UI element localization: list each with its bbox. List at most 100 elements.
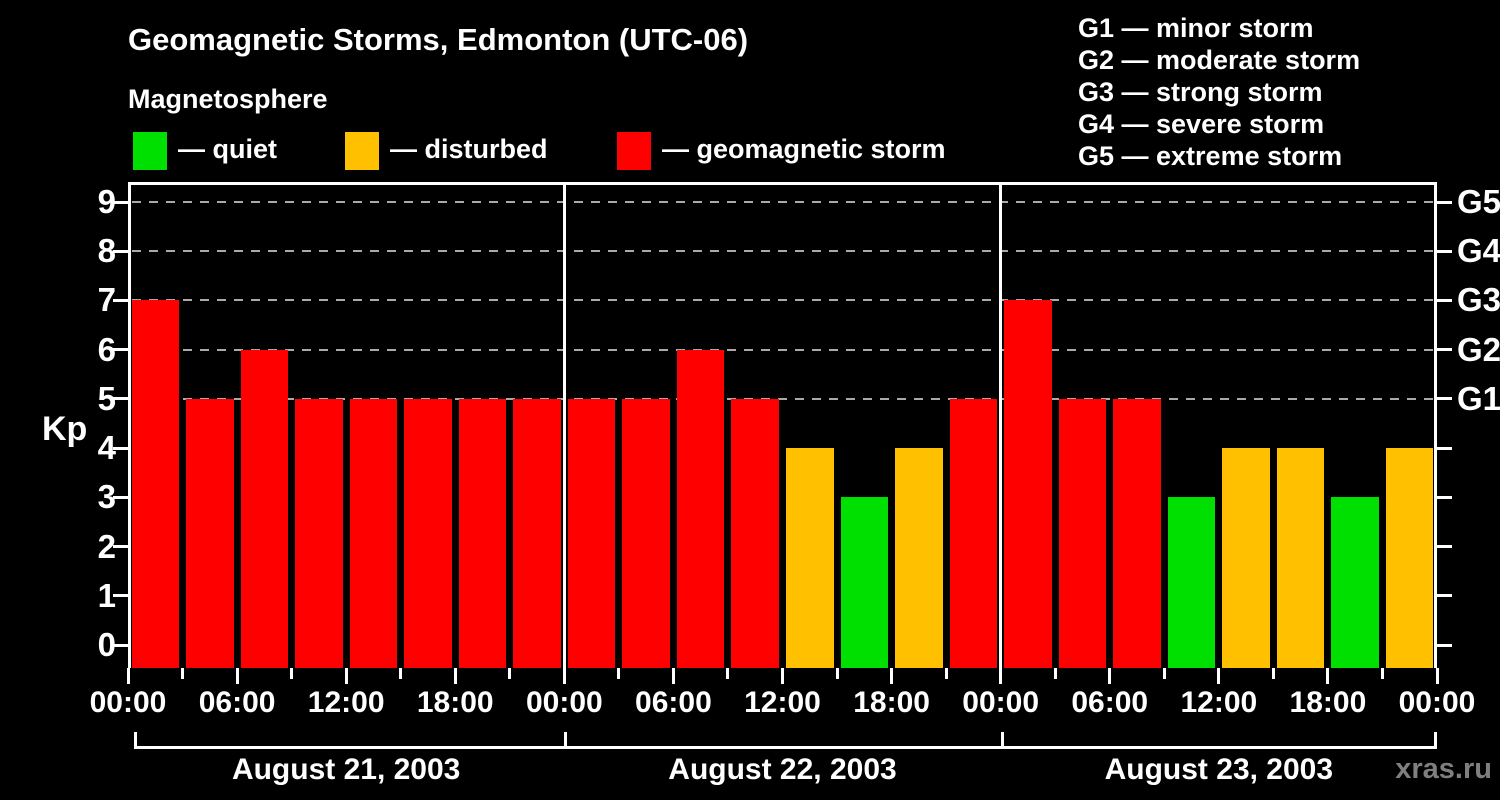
right-axis-tick (1437, 298, 1452, 302)
g-scale-axis-label: G4 (1457, 232, 1500, 270)
g-scale-axis-label: G1 (1457, 379, 1500, 417)
date-bracket-tick (564, 732, 568, 746)
legend-swatch-storm (617, 132, 651, 170)
x-tick-label: 06:00 (635, 686, 712, 719)
kp-bar-disturbed (1385, 448, 1434, 668)
x-axis-minor-tick (399, 668, 403, 679)
y-tick-label: 5 (97, 379, 116, 417)
x-tick-label: 18:00 (1289, 686, 1367, 719)
date-label: August 21, 2003 (231, 753, 461, 786)
x-axis-minor-tick (726, 668, 730, 679)
chart-title: Geomagnetic Storms, Edmonton (UTC-06) (128, 22, 749, 57)
x-tick-label: 00:00 (1398, 686, 1476, 719)
x-axis-minor-tick (617, 668, 621, 679)
g-scale-axis-label: G3 (1457, 281, 1500, 319)
x-axis-major-tick (1435, 668, 1439, 684)
x-axis-major-tick (1108, 668, 1112, 684)
y-axis-tick (113, 397, 128, 401)
kp-bar-storm (1113, 398, 1161, 668)
x-tick-label: 00:00 (525, 686, 603, 719)
x-axis-major-tick (1326, 668, 1330, 684)
right-axis-tick (1437, 249, 1452, 253)
kp-status-legend: — quiet — disturbed — geomagnetic storm (0, 0, 1500, 180)
x-tick-label: 18:00 (853, 686, 930, 719)
right-axis-tick (1437, 495, 1452, 499)
gridline-kp7 (132, 299, 1433, 302)
y-tick-label: 6 (97, 330, 116, 368)
x-axis-major-tick (344, 668, 348, 684)
kp-bar-disturbed (1222, 448, 1270, 668)
x-tick-label: 12:00 (307, 686, 385, 719)
x-axis-major-tick (1217, 668, 1221, 684)
date-bracket-tick (134, 732, 137, 746)
gridline-kp9 (132, 201, 1433, 204)
kp-bar-storm (240, 349, 289, 668)
g-scale-legend-line: G1 — minor storm (1078, 13, 1314, 43)
right-axis-tick (1437, 446, 1452, 450)
date-label: August 23, 2003 (1104, 753, 1334, 786)
y-tick-label: 3 (97, 478, 116, 516)
kp-bar-storm (458, 398, 507, 668)
kp-bar-disturbed (895, 448, 943, 668)
x-axis-minor-tick (1380, 668, 1384, 679)
gridline-kp8 (132, 250, 1433, 253)
y-axis-tick (113, 200, 128, 204)
kp-bar-disturbed (786, 448, 834, 668)
legend-swatch-quiet (133, 132, 167, 170)
y-tick-label: 9 (97, 183, 116, 221)
x-axis-major-tick (671, 668, 675, 684)
date-bracket-tick (1000, 732, 1004, 746)
x-axis-major-tick (999, 668, 1003, 684)
kp-axis-label: Kp (42, 410, 88, 448)
kp-bar-storm (676, 349, 725, 668)
kp-bar-storm (186, 398, 234, 668)
kp-bar-storm (513, 398, 561, 668)
y-axis-tick (113, 545, 128, 549)
right-axis-tick (1437, 348, 1452, 352)
plot-frame (128, 182, 1437, 668)
chart-subtitle: Magnetosphere (128, 84, 328, 114)
legend-label-disturbed: — disturbed (390, 134, 548, 164)
y-axis-tick (113, 249, 128, 253)
g-scale-legend-line: G5 — extreme storm (1078, 141, 1343, 171)
x-axis-minor-tick (290, 668, 294, 679)
right-axis-tick (1437, 594, 1452, 598)
right-axis-tick (1437, 643, 1452, 647)
g-scale-legend-line: G4 — severe storm (1078, 109, 1325, 139)
gridline-kp6 (132, 348, 1433, 351)
legend-label-storm: — geomagnetic storm (662, 134, 946, 164)
g-scale-axis-label: G2 (1457, 330, 1500, 368)
kp-bar-storm (295, 398, 343, 668)
right-axis-tick (1437, 545, 1452, 549)
y-axis-tick (113, 298, 128, 302)
y-tick-label: 0 (97, 626, 116, 663)
y-tick-label: 8 (97, 232, 116, 270)
x-axis-minor-tick (1271, 668, 1275, 679)
x-tick-label: 00:00 (962, 686, 1040, 719)
x-axis-major-tick (235, 668, 239, 684)
x-axis-minor-tick (181, 668, 185, 679)
x-axis-minor-tick (508, 668, 512, 679)
x-axis-major-tick (890, 668, 894, 684)
kp-bar-storm (1058, 398, 1107, 668)
x-axis-minor-tick (835, 668, 839, 679)
day-separator (999, 182, 1003, 668)
g-scale-legend-line: G2 — moderate storm (1078, 45, 1361, 75)
kp-bar-storm (567, 398, 616, 668)
x-axis-major-tick (562, 668, 566, 684)
legend-label-quiet: — quiet (178, 134, 277, 164)
legend-swatch-disturbed (345, 132, 379, 170)
date-bracket-line (134, 746, 1437, 749)
kp-bar-disturbed (1276, 448, 1325, 668)
x-tick-label: 18:00 (416, 686, 494, 719)
y-axis-tick (113, 643, 128, 647)
kp-bar-storm (949, 398, 998, 668)
x-axis-major-tick (126, 668, 130, 684)
kp-bar-storm (1004, 300, 1052, 668)
x-tick-label: 06:00 (1071, 686, 1149, 719)
date-label: August 22, 2003 (668, 753, 897, 786)
kp-bar-quiet (1331, 497, 1379, 668)
x-axis-major-tick (781, 668, 784, 684)
g-scale-axis-label: G5 (1457, 183, 1500, 221)
